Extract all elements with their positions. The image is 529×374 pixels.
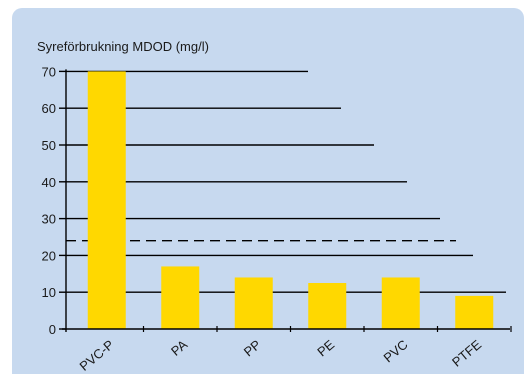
x-label-pa: PA [168, 337, 190, 359]
y-tick-label-40: 40 [42, 175, 56, 190]
axes [59, 69, 512, 332]
y-tick-label-0: 0 [49, 322, 56, 337]
y-tick-label-60: 60 [42, 101, 56, 116]
y-tick-label-50: 50 [42, 138, 56, 153]
x-label-pvc-p: PVC-P [77, 337, 117, 374]
x-label-pp: PP [241, 337, 264, 360]
x-label-pvc: PVC [381, 337, 411, 366]
bar-ptfe [455, 295, 494, 329]
bar-pa [161, 266, 200, 329]
y-tick-label-70: 70 [42, 64, 56, 79]
bar-pvc-p [87, 71, 126, 330]
y-tick-label-20: 20 [42, 248, 56, 263]
bar-pe [308, 283, 347, 329]
x-label-pe: PE [314, 337, 337, 360]
bars [87, 71, 494, 330]
x-label-ptfe: PTFE [449, 337, 484, 370]
y-axis-title: Syreförbrukning MDOD (mg/l) [37, 39, 209, 54]
bar-pp [234, 277, 273, 329]
bar-pvc [381, 277, 420, 329]
y-tick-label-10: 10 [42, 285, 56, 300]
grid-lines [66, 70, 506, 293]
y-tick-label-30: 30 [42, 212, 56, 227]
